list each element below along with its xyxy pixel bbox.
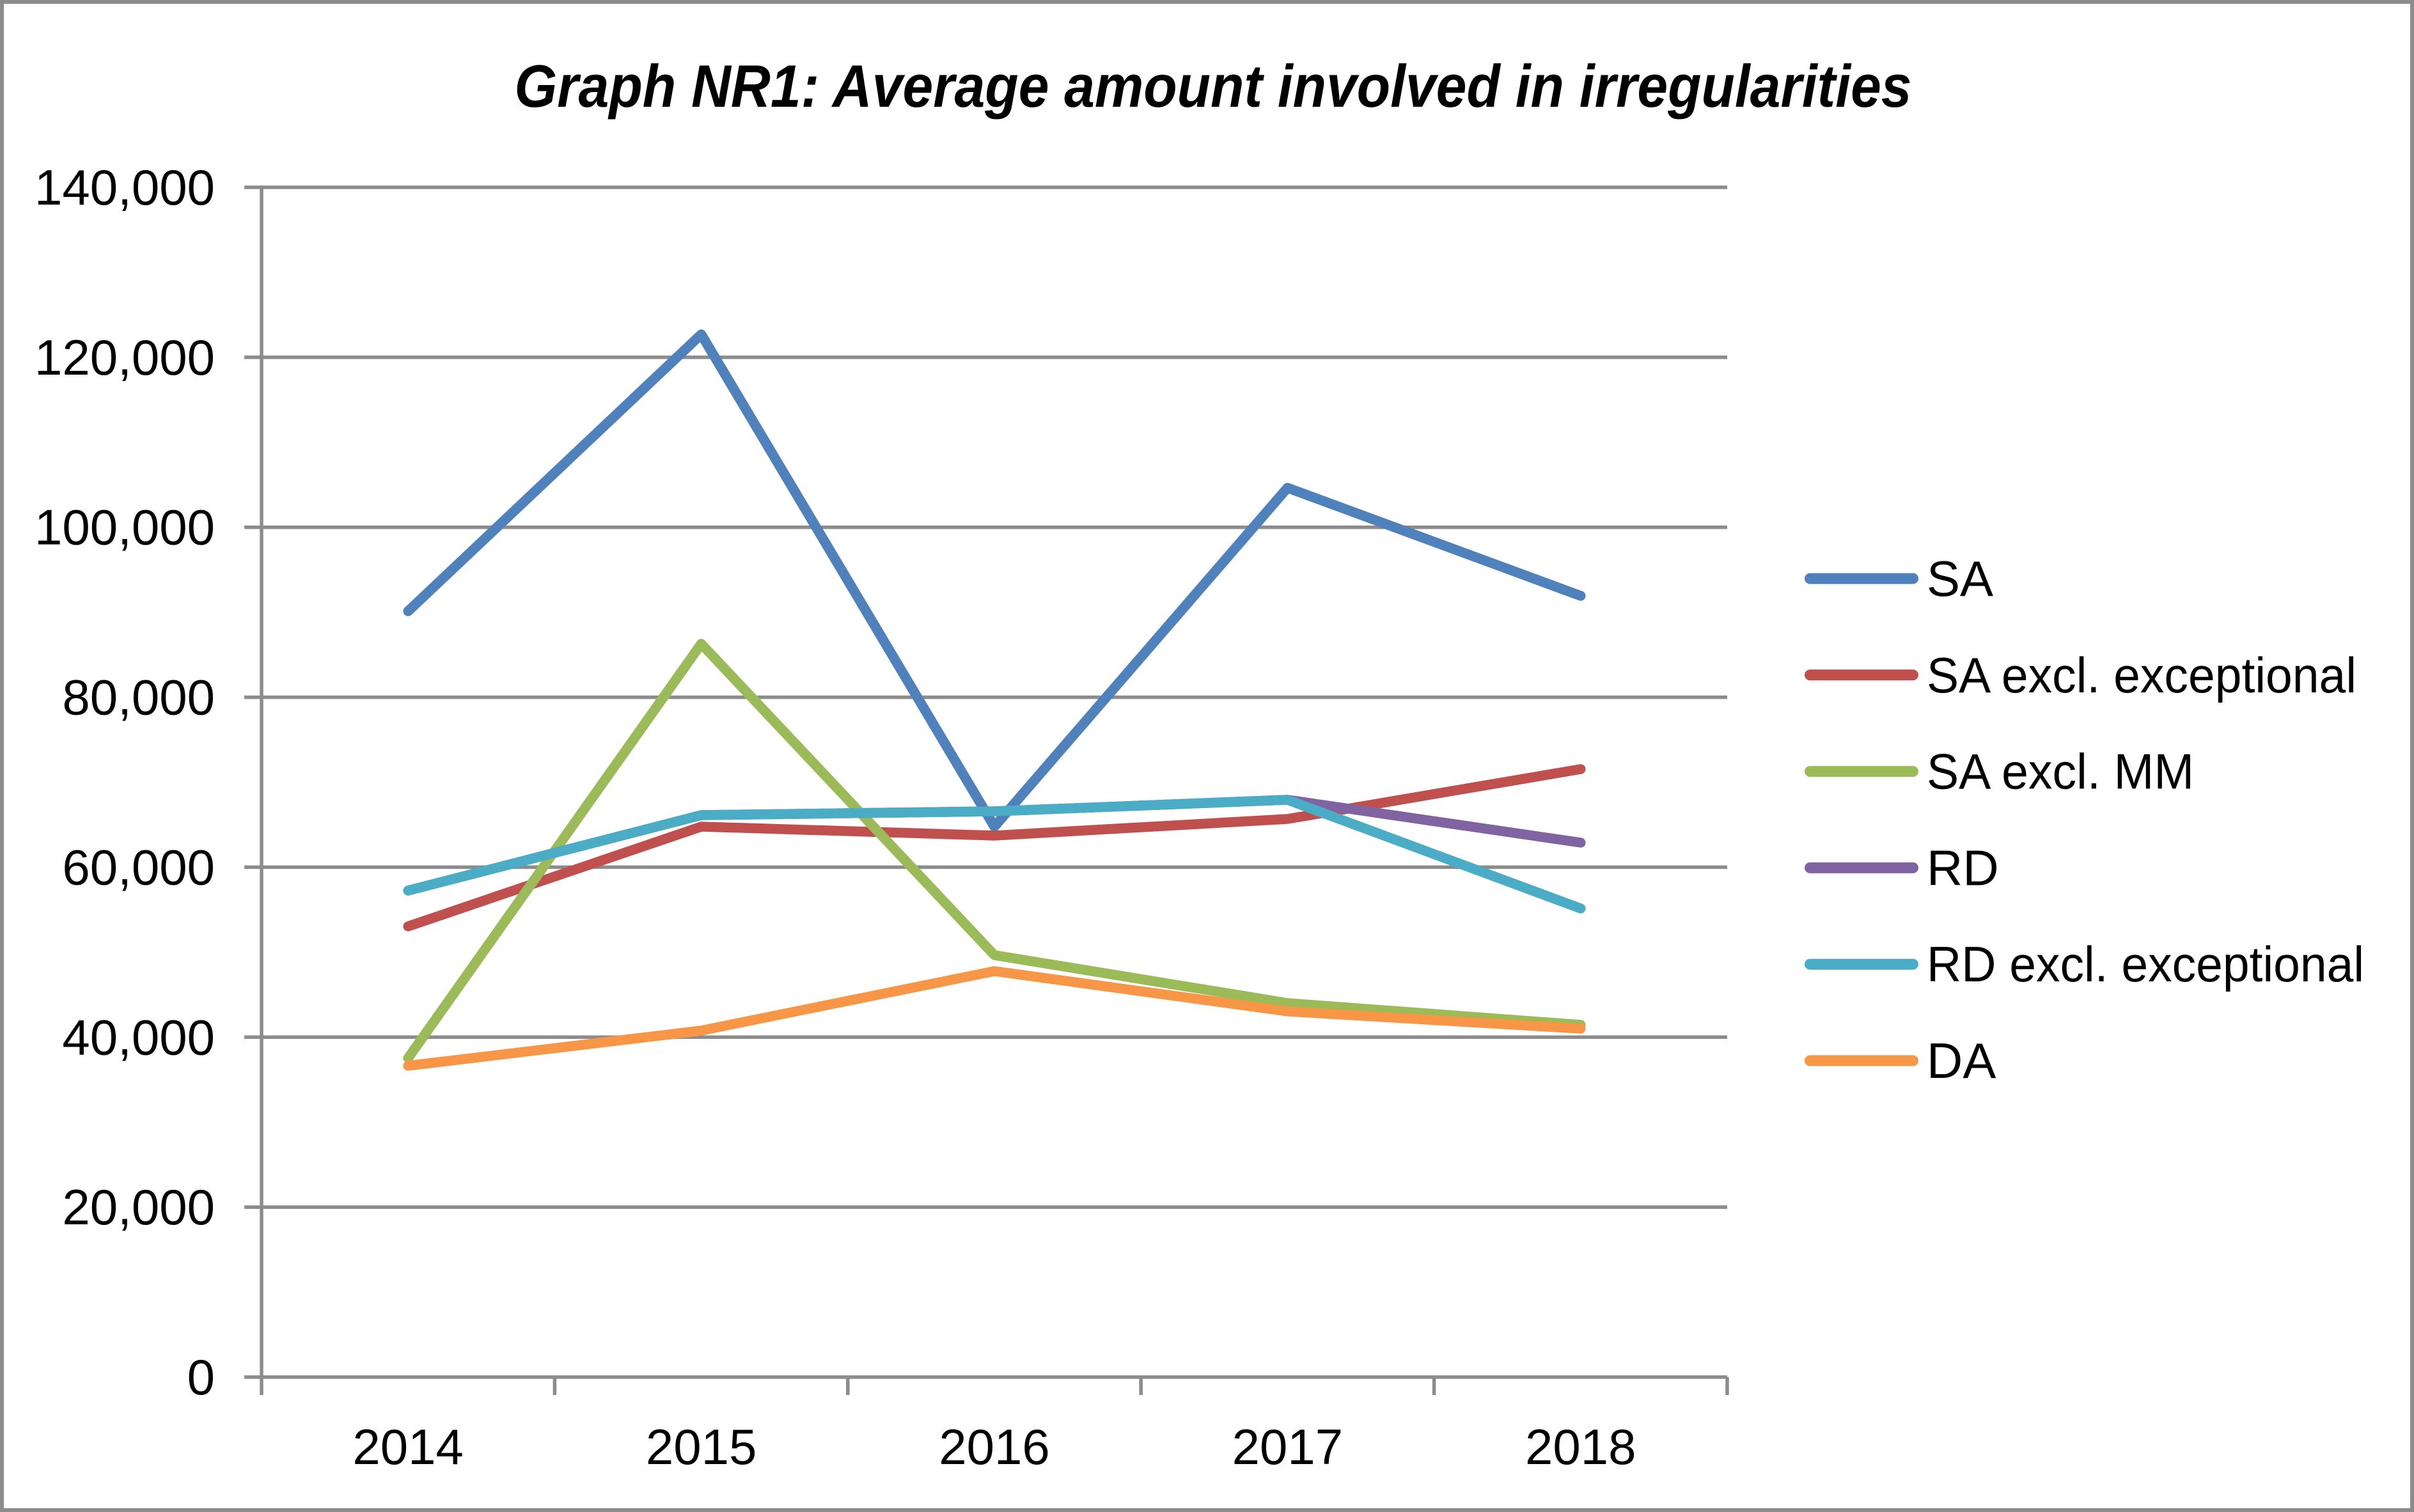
svg-text:RD excl. exceptional: RD excl. exceptional bbox=[1927, 936, 2364, 992]
svg-text:2017: 2017 bbox=[1232, 1419, 1344, 1475]
svg-text:120,000: 120,000 bbox=[35, 329, 215, 386]
svg-text:SA excl. exceptional: SA excl. exceptional bbox=[1927, 647, 2356, 703]
svg-text:2014: 2014 bbox=[352, 1419, 464, 1475]
svg-text:RD: RD bbox=[1927, 839, 1999, 896]
svg-text:Graph NR1: Average amount invo: Graph NR1: Average amount involved in ir… bbox=[515, 52, 1912, 120]
svg-text:100,000: 100,000 bbox=[35, 499, 215, 556]
svg-text:80,000: 80,000 bbox=[62, 669, 215, 726]
svg-text:20,000: 20,000 bbox=[62, 1179, 215, 1235]
svg-text:SA excl. MM: SA excl. MM bbox=[1927, 744, 2194, 800]
svg-text:40,000: 40,000 bbox=[62, 1009, 215, 1065]
svg-text:2016: 2016 bbox=[939, 1419, 1050, 1475]
svg-text:0: 0 bbox=[187, 1349, 215, 1405]
svg-text:2015: 2015 bbox=[646, 1419, 757, 1475]
svg-text:140,000: 140,000 bbox=[35, 159, 215, 215]
svg-text:DA: DA bbox=[1927, 1033, 1996, 1089]
svg-text:2018: 2018 bbox=[1525, 1419, 1636, 1475]
svg-text:60,000: 60,000 bbox=[62, 839, 215, 895]
svg-text:SA: SA bbox=[1927, 550, 1993, 607]
